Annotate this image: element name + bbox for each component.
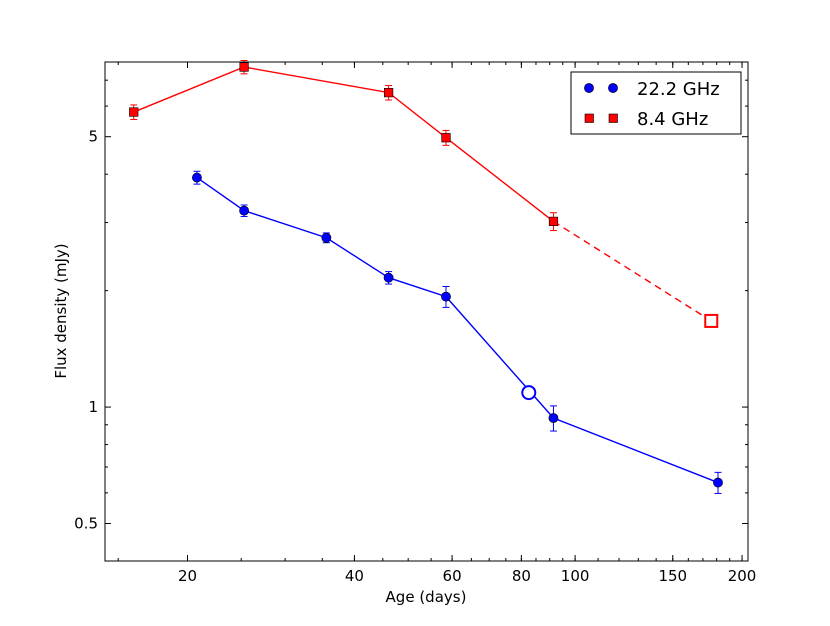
legend-22ghz-marker-right	[608, 83, 618, 93]
data-point	[384, 88, 394, 98]
data-point	[548, 413, 559, 423]
x-tick-label: 40	[345, 567, 364, 585]
data-point	[713, 477, 723, 488]
x-tick-label: 80	[512, 567, 531, 585]
x-tick-label: 60	[443, 567, 462, 585]
open-data-point	[521, 385, 537, 401]
series-22-2-ghz	[192, 170, 723, 494]
plot-frame	[104, 61, 749, 562]
y-tick-label: 5	[88, 128, 98, 146]
x-axis-label: Age (days)	[386, 588, 467, 606]
x-tick-label: 150	[658, 567, 687, 585]
data-point	[548, 216, 559, 227]
data-point	[239, 62, 249, 72]
legend-8ghz-marker-right	[608, 113, 618, 123]
major-ticks	[105, 62, 748, 561]
x-tick-label: 200	[728, 567, 757, 585]
data-point	[321, 232, 332, 243]
y-axis-label: Flux density (mJy)	[52, 243, 70, 378]
y-tick-label: 0.5	[74, 515, 98, 533]
series-layer	[129, 59, 723, 494]
y-tick-label: 1	[88, 398, 98, 416]
legend-22ghz-label: 22.2 GHz	[637, 79, 720, 100]
data-point	[192, 172, 202, 183]
legend-box	[570, 71, 742, 135]
legend-8ghz-marker-left	[584, 113, 594, 123]
data-point	[129, 107, 139, 117]
tick-labels: 20 40 60 80 100 150 200 0.5 1 5	[74, 128, 756, 585]
legend-8ghz-label: 8.4 GHz	[637, 109, 708, 130]
open-data-point	[704, 313, 719, 328]
data-point	[441, 133, 451, 143]
data-point	[239, 205, 250, 216]
legend: 22.2 GHz 8.4 GHz	[570, 71, 742, 135]
x-tick-label: 20	[178, 567, 197, 585]
data-point	[441, 291, 451, 302]
series-8-4-ghz	[129, 59, 719, 328]
legend-22ghz-marker-left	[584, 83, 594, 93]
x-tick-label: 100	[561, 567, 590, 585]
data-point	[383, 272, 394, 283]
